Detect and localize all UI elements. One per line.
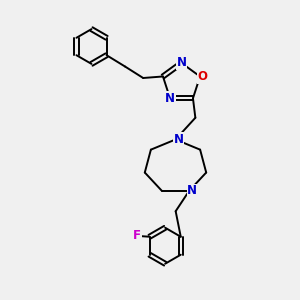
Text: N: N [176,56,187,70]
Text: N: N [165,92,175,105]
Text: O: O [197,70,207,83]
Text: N: N [187,184,197,197]
Text: N: N [173,133,184,146]
Text: F: F [133,229,141,242]
